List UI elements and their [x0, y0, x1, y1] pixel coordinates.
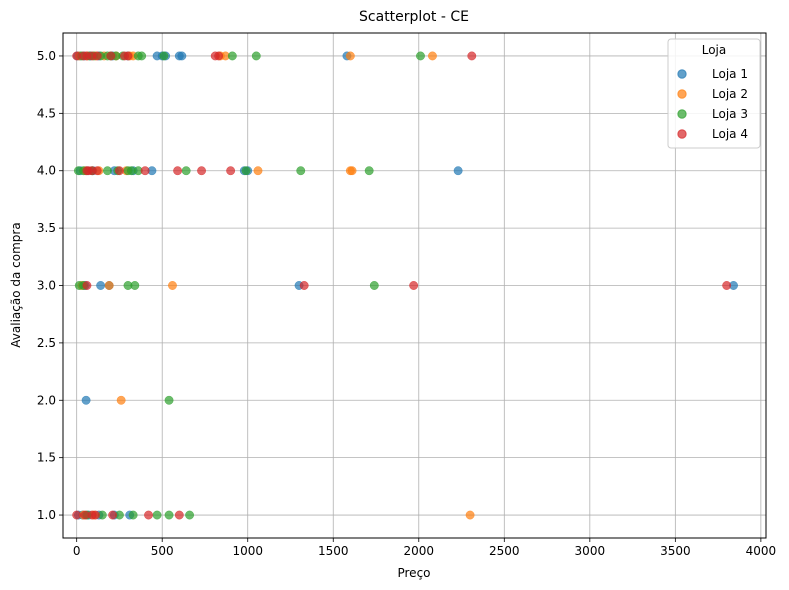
data-point [453, 166, 463, 176]
data-point [227, 51, 237, 61]
x-tick-label: 3000 [575, 544, 606, 558]
data-point [104, 281, 114, 290]
data-point [173, 166, 183, 176]
data-point [81, 395, 91, 405]
data-point [345, 51, 355, 61]
y-axis-title: Avaliação da compra [9, 222, 23, 347]
legend-label: Loja 1 [712, 67, 748, 81]
data-point [428, 51, 437, 61]
data-point [96, 281, 106, 290]
data-point [144, 510, 153, 520]
data-point [123, 51, 133, 61]
data-point [137, 51, 147, 61]
data-point [185, 510, 195, 520]
y-tick-label: 3.0 [37, 279, 56, 293]
data-point [251, 51, 261, 61]
x-tick-label: 1500 [318, 544, 349, 558]
data-point [140, 166, 150, 176]
x-tick-label: 2500 [489, 544, 520, 558]
data-point [416, 51, 425, 61]
legend-marker [677, 109, 687, 119]
data-point [174, 510, 184, 520]
chart-title: Scatterplot - CE [359, 9, 469, 25]
x-tick-label: 4000 [746, 544, 777, 558]
data-point [91, 510, 100, 520]
legend-label: Loja 2 [712, 87, 748, 101]
data-point [299, 281, 309, 290]
x-tick-label: 2000 [404, 544, 435, 558]
data-point [467, 51, 477, 61]
legend: Loja Loja 1 Loja 2 Loja 3 Loja 4 [667, 38, 761, 149]
x-tick-label: 500 [151, 544, 174, 558]
y-tick-label: 2.0 [37, 393, 56, 407]
y-tick-label: 3.5 [37, 221, 56, 235]
data-point [168, 281, 177, 290]
x-tick-label: 0 [73, 544, 81, 558]
data-points [72, 51, 738, 520]
x-tick-label: 1000 [232, 544, 263, 558]
data-point [72, 510, 82, 520]
data-point [177, 51, 187, 61]
data-point [364, 166, 374, 176]
data-point [130, 281, 140, 290]
data-point [181, 166, 191, 176]
legend-marker [677, 69, 687, 79]
data-point [253, 166, 263, 176]
legend-marker [677, 89, 687, 99]
data-point [92, 51, 102, 61]
data-point [164, 395, 174, 405]
data-point [465, 510, 475, 520]
series-loja-4 [72, 51, 732, 520]
data-point [369, 281, 379, 290]
data-point [164, 510, 174, 520]
data-point [241, 166, 251, 176]
legend-marker [677, 129, 687, 139]
data-point [722, 281, 732, 290]
y-tick-label: 1.0 [37, 508, 56, 522]
data-point [226, 166, 236, 176]
data-point [409, 281, 419, 290]
data-point [128, 510, 138, 520]
legend-title: Loja [702, 43, 727, 57]
y-tick-label: 2.5 [37, 336, 56, 350]
data-point [114, 166, 124, 176]
x-axis-title: Preço [397, 566, 430, 580]
y-tick-label: 5.0 [37, 49, 56, 63]
legend-label: Loja 3 [712, 107, 748, 121]
y-tick-label: 4.5 [37, 106, 56, 120]
data-point [197, 166, 206, 176]
legend-label: Loja 4 [712, 127, 748, 141]
x-tick-label: 3500 [660, 544, 691, 558]
data-point [82, 281, 92, 290]
data-point [92, 166, 102, 176]
legend-box [667, 38, 761, 149]
data-point [159, 51, 169, 61]
y-tick-label: 1.5 [37, 451, 56, 465]
data-point [108, 510, 118, 520]
data-point [296, 166, 306, 176]
data-point [347, 166, 357, 176]
data-point [106, 51, 116, 61]
data-point [214, 51, 224, 61]
y-tick-label: 4.0 [37, 164, 56, 178]
data-point [152, 510, 162, 520]
data-point [116, 395, 126, 405]
axis-ticks: 0 500 1000 1500 2000 2500 3000 3500 4000 1.0 1.5 2.… [37, 49, 776, 558]
data-point [103, 166, 112, 176]
